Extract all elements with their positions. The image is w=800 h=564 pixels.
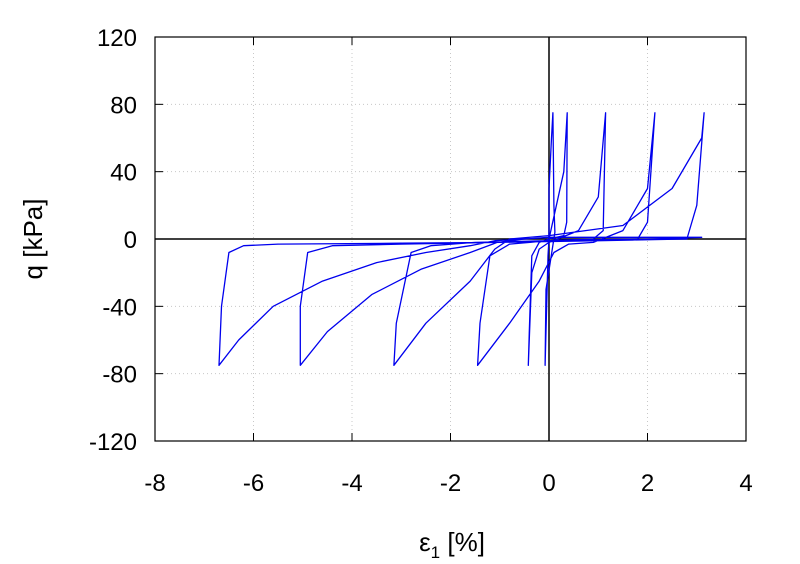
y-axis-title: q [kPa] bbox=[18, 199, 48, 280]
x-tick-label: -6 bbox=[243, 470, 264, 497]
y-tick-label: 120 bbox=[97, 25, 137, 52]
tick-labels: -8 -6 -4 -2 0 2 4 -120 -80 -40 0 40 80 120 bbox=[89, 25, 753, 497]
y-tick-label: -40 bbox=[102, 294, 137, 321]
x-tick-label: 4 bbox=[739, 470, 752, 497]
y-tick-label: -120 bbox=[89, 429, 137, 456]
x-tick-label: 2 bbox=[641, 470, 654, 497]
x-axis-title: ε1 [%] bbox=[419, 527, 485, 562]
y-tick-label: 40 bbox=[110, 160, 137, 187]
y-tick-label: -80 bbox=[102, 362, 137, 389]
y-tick-label: 80 bbox=[110, 92, 137, 119]
series-layer bbox=[218, 112, 705, 366]
x-tick-label: -4 bbox=[341, 470, 362, 497]
ticks bbox=[154, 36, 747, 442]
y-tick-label: 0 bbox=[124, 227, 137, 254]
x-tick-label: 0 bbox=[542, 470, 555, 497]
x-tick-label: -8 bbox=[144, 470, 165, 497]
x-tick-label: -2 bbox=[440, 470, 461, 497]
series-line-1 bbox=[218, 112, 705, 366]
